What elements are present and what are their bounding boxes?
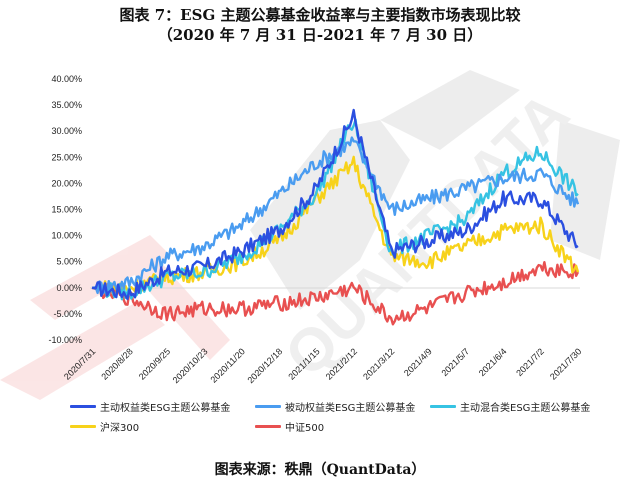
legend-label: 主动权益类ESG主题公募基金 [100,403,231,414]
y-tick-label: -5.00% [53,309,82,319]
legend-label: 被动权益类ESG主题公募基金 [285,403,416,414]
y-tick-label: 40.00% [51,74,82,84]
legend-swatch [70,405,96,408]
legend-label: 沪深300 [100,423,140,434]
y-tick-label: 10.00% [51,231,82,241]
y-tick-label: 25.00% [51,152,82,162]
x-tick-label: 2021/5/7 [439,346,471,378]
legend-swatch [430,405,456,408]
legend-item-active-mixed: 主动混合类ESG主题公募基金 [430,399,590,414]
legend-swatch [70,425,96,428]
x-tick-label: 2021/3/12 [361,346,396,381]
chart-subtitle: （2020 年 7 月 31 日-2021 年 7 月 30 日） [157,26,483,44]
y-axis: 40.00% 35.00% 30.00% 25.00% 20.00% 15.00% 10.0… [48,74,82,345]
y-tick-label: 5.00% [56,257,82,267]
series-lines [91,108,580,326]
x-tick-label: 2020/12/18 [245,346,284,385]
legend-item-csi500: 中证500 [255,419,324,434]
y-tick-label: 15.00% [51,205,82,215]
y-tick-label: 35.00% [51,100,82,110]
series-line [91,108,579,301]
x-tick-label: 2021/6/4 [477,346,509,378]
line-chart: QUANTDATA 40.00%35.00%30.00%25.00%20.00%… [0,70,620,400]
legend-label: 主动混合类ESG主题公募基金 [460,403,591,414]
legend-swatch [255,425,281,428]
series-line [91,261,580,326]
legend-item-hs300: 沪深300 [70,419,139,434]
y-tick-label: 0.00% [56,283,82,293]
x-tick-label: 2020/9/25 [137,346,172,381]
x-tick-label: 2020/10/23 [171,346,210,385]
x-tick-label: 2021/7/30 [548,346,583,381]
legend-label: 中证500 [285,423,325,434]
y-tick-label: 30.00% [51,126,82,136]
y-tick-label: 20.00% [51,178,82,188]
legend-item-passive-equity: 被动权益类ESG主题公募基金 [255,399,415,414]
x-tick-label: 2021/7/2 [514,346,546,378]
legend-swatch [255,405,281,408]
y-tick-label: -10.00% [48,335,82,345]
series-line [91,118,579,301]
series-line [92,155,580,297]
chart-title: 图表 7：ESG 主题公募基金收益率与主要指数市场表现比较 [119,6,521,24]
legend-item-active-equity: 主动权益类ESG主题公募基金 [70,399,230,414]
x-tick-label: 2021/4/9 [402,346,434,378]
chart-source: 图表来源：秩鼎（QuantData） [214,462,426,478]
